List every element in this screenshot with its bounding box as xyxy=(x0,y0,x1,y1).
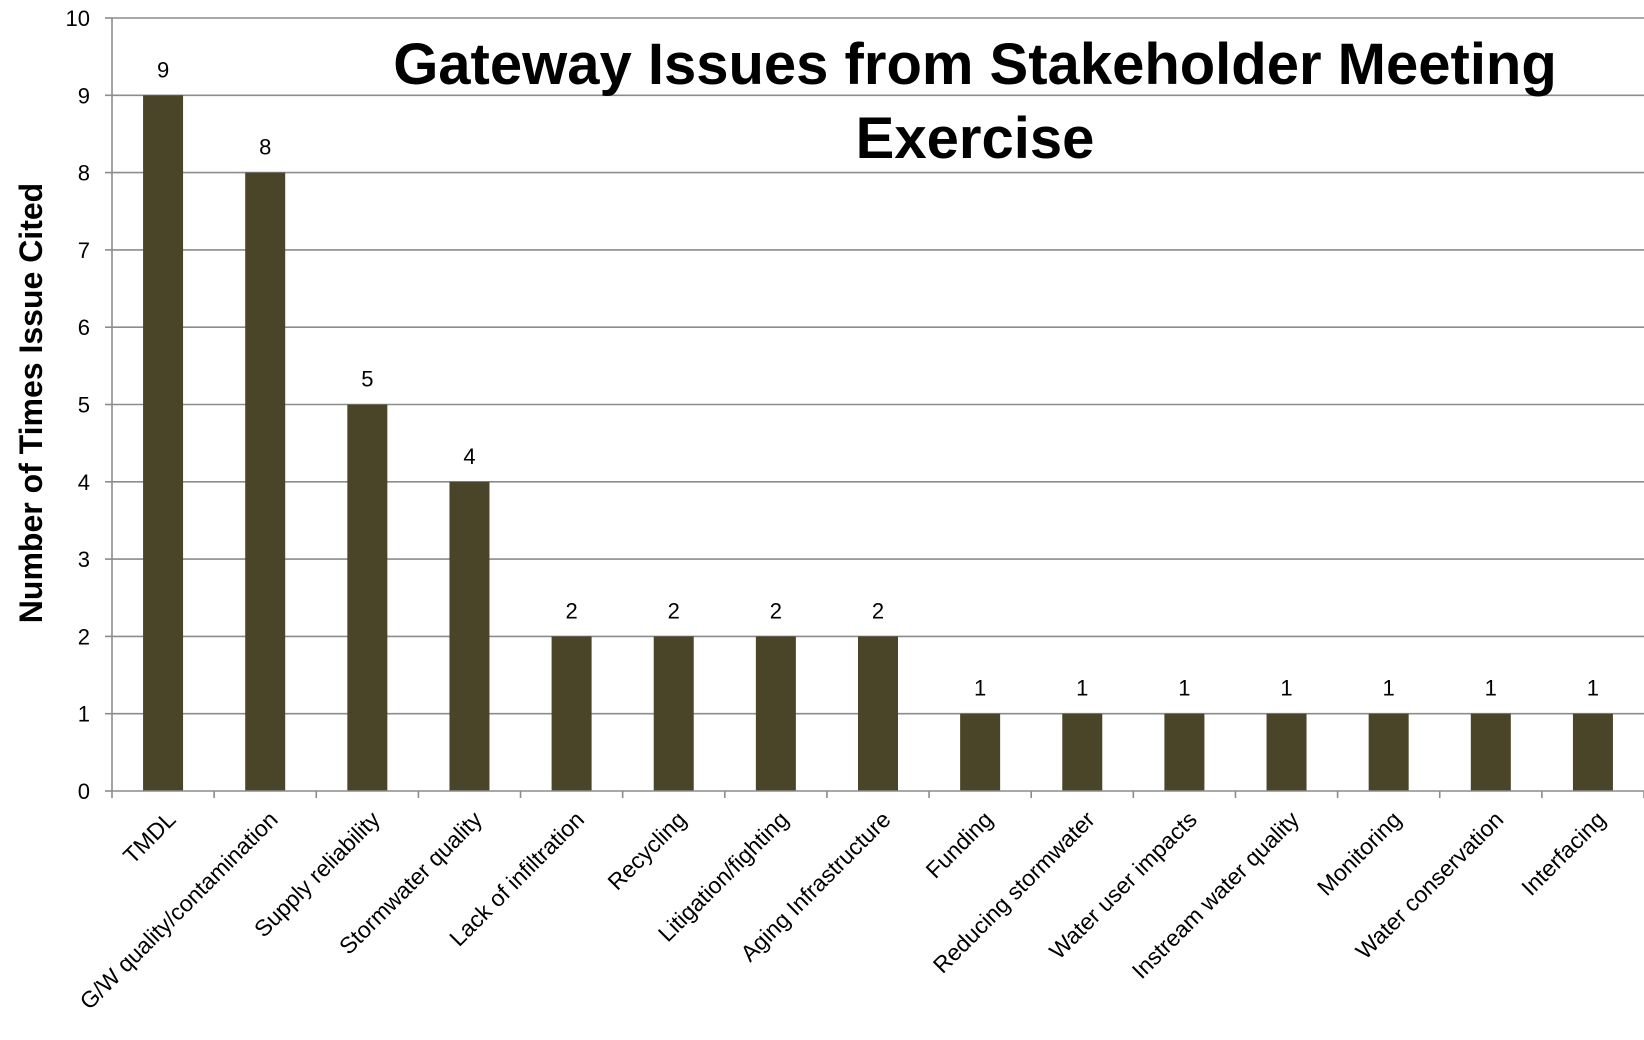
x-tick-label: Recycling xyxy=(602,806,691,895)
data-label: 1 xyxy=(1383,676,1395,701)
bar xyxy=(1062,713,1103,791)
bar xyxy=(449,481,490,791)
data-label: 9 xyxy=(157,57,169,82)
y-tick-label: 10 xyxy=(66,6,90,31)
bar xyxy=(1368,713,1409,791)
y-tick-labels: 0 1 2 3 4 5 6 7 8 9 10 xyxy=(66,6,90,804)
x-tick-label: G/W quality/contamination xyxy=(75,806,283,1014)
data-label: 1 xyxy=(1076,676,1088,701)
bar xyxy=(960,713,1001,791)
data-label: 4 xyxy=(463,444,475,469)
bar xyxy=(245,172,286,792)
y-tick-label: 9 xyxy=(78,83,90,108)
data-label: 1 xyxy=(1485,676,1497,701)
chart-title-line-2: Exercise xyxy=(856,106,1095,171)
bar xyxy=(1266,713,1307,791)
data-label: 2 xyxy=(565,598,577,623)
y-tick-label: 0 xyxy=(78,779,90,804)
y-tick-label: 2 xyxy=(78,624,90,649)
bars xyxy=(143,95,1613,792)
x-tick-label: Monitoring xyxy=(1312,806,1406,900)
y-axis-label: Number of Times Issue Cited xyxy=(13,183,49,623)
x-tick-label: Instream water quality xyxy=(1127,806,1305,984)
bar xyxy=(551,636,592,791)
data-label: 1 xyxy=(1178,676,1190,701)
bar xyxy=(858,636,898,791)
data-labels: 9 8 5 4 2 2 2 2 1 1 1 1 1 1 1 xyxy=(157,57,1599,700)
y-tick-label: 6 xyxy=(78,315,90,340)
bar xyxy=(1572,713,1613,791)
y-tick-label: 4 xyxy=(78,470,90,495)
bar xyxy=(755,636,796,791)
bar xyxy=(143,95,184,792)
bar xyxy=(347,404,388,791)
axes xyxy=(111,18,1644,798)
data-label: 1 xyxy=(1280,676,1292,701)
x-tick-label: Funding xyxy=(921,806,998,883)
y-tick-label: 7 xyxy=(78,238,90,263)
bar xyxy=(1164,713,1205,791)
bar xyxy=(653,636,694,791)
x-tick-label: TMDL xyxy=(118,806,181,869)
data-label: 5 xyxy=(361,367,373,392)
chart-title-line-1: Gateway Issues from Stakeholder Meeting xyxy=(393,32,1557,97)
data-label: 2 xyxy=(668,598,680,623)
x-tick-label: Interfacing xyxy=(1516,806,1610,900)
bar xyxy=(1470,713,1511,791)
y-tick-label: 5 xyxy=(78,393,90,418)
data-label: 2 xyxy=(872,598,884,623)
y-tick-label: 1 xyxy=(78,702,90,727)
data-label: 1 xyxy=(1587,676,1599,701)
data-label: 8 xyxy=(259,135,271,160)
y-tick-label: 8 xyxy=(78,161,90,186)
data-label: 2 xyxy=(770,598,782,623)
data-label: 1 xyxy=(974,676,986,701)
y-tick-label: 3 xyxy=(78,547,90,572)
